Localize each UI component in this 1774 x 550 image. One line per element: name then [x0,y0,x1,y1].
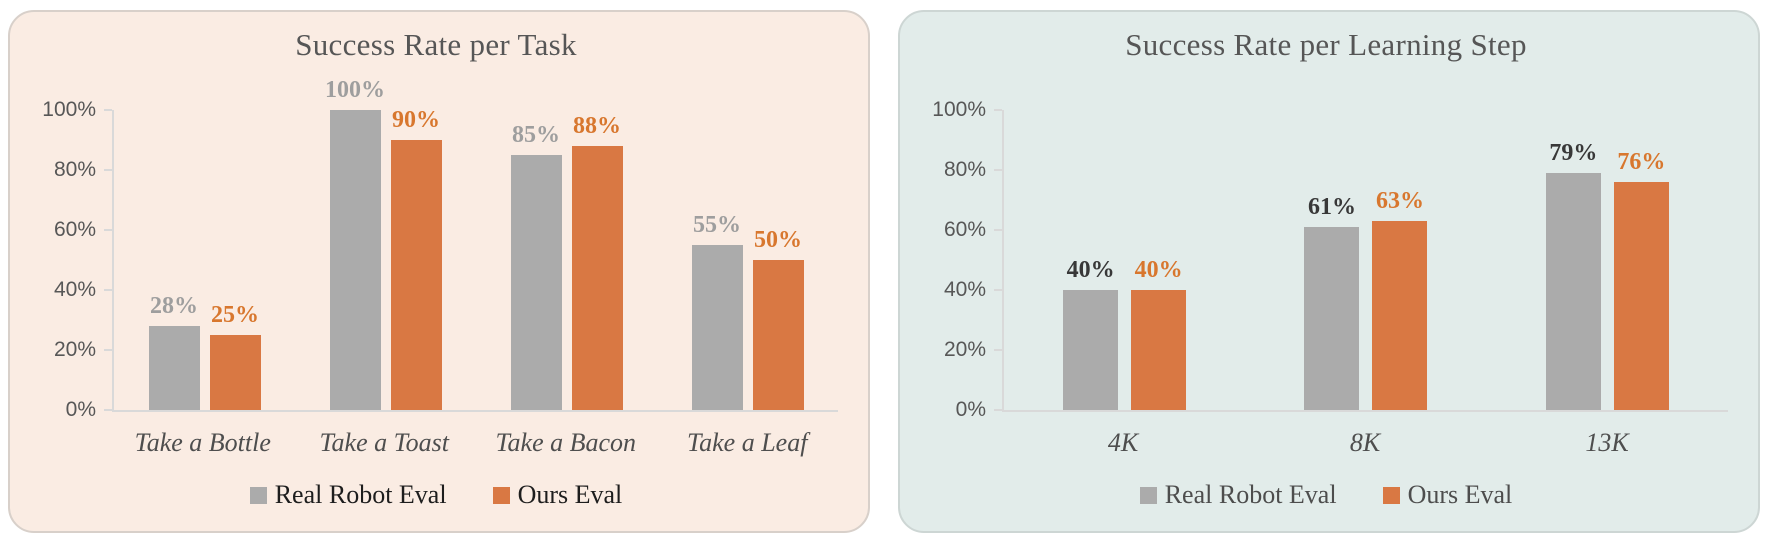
y-tick-mark [104,289,112,291]
y-tick-label: 60% [53,218,96,241]
bar-group: 100% 90% [295,77,476,410]
y-tick-mark [104,229,112,231]
legend-item: Ours Eval [1382,480,1513,510]
bar: 61% [1304,194,1360,410]
bar-group: 79% 76% [1487,110,1728,410]
legend-label: Real Robot Eval [1164,480,1337,509]
x-category-label: Take a Toast [319,428,450,457]
plot-row: 100% 80% 60% 40% 20% 0% 28% 25% 100% 90% 85% 88% 55… [34,77,838,421]
y-tick-mark [994,289,1002,291]
y-axis: 100% 80% 60% 40% 20% 0% [34,98,112,421]
y-tick-mark [104,109,112,111]
bar: 55% [691,212,743,410]
bar: 100% [325,77,385,410]
y-tick-mark [994,229,1002,231]
bar: 85% [510,122,562,410]
legend: Real Robot Eval Ours Eval [924,480,1728,510]
y-tick-mark [994,109,1002,111]
x-axis-labels: 4K 8K 13K [1002,428,1728,458]
bar-value-label: 100% [325,77,385,103]
bar-group: 55% 50% [657,110,838,410]
bar-chart: 100% 80% 60% 40% 20% 0% 40% 40% 61% 63% 79% 76% 4K… [924,98,1728,510]
y-tick-mark [994,409,1002,411]
legend: Real Robot Eval Ours Eval [34,480,838,510]
chart-panel-success-rate-per-learning-step: Success Rate per Learning Step 100% 80% 60… [898,10,1760,533]
legend-label: Ours Eval [1407,480,1513,509]
y-tick-label: 0% [65,398,96,421]
x-category-label: 8K [1349,428,1381,457]
bar-value-label: 61% [1307,194,1356,220]
bar: 50% [752,227,804,410]
bar: 63% [1372,188,1428,410]
bar-value-label: 28% [150,293,198,319]
plot-area: 40% 40% 61% 63% 79% 76% [994,109,1728,412]
bar-value-label: 25% [211,302,259,328]
bar: 40% [1131,257,1187,410]
bar: 40% [1063,257,1119,410]
y-tick-mark [104,409,112,411]
y-tick-label: 0% [955,398,986,421]
y-tick-mark [104,349,112,351]
legend-label: Real Robot Eval [274,480,447,509]
legend-item: Ours Eval [492,480,623,510]
y-tick-mark [994,349,1002,351]
x-category-label: Take a Leaf [687,428,808,457]
x-category-label: 13K [1585,428,1629,457]
x-category-label: 4K [1107,428,1139,457]
bar-value-label: 40% [1134,257,1183,283]
bar: 28% [148,293,200,410]
y-tick-label: 80% [943,158,986,181]
x-axis-labels: Take a Bottle Take a Toast Take a Bacon Tak… [112,428,838,458]
bar: 76% [1613,149,1669,410]
y-tick-label: 40% [53,278,96,301]
y-tick-label: 60% [943,218,986,241]
bar: 90% [390,107,442,410]
legend-swatch [1382,486,1400,504]
chart-title: Success Rate per Learning Step [1125,27,1527,62]
bar-group: 28% 25% [114,110,295,410]
legend-item: Real Robot Eval [1139,480,1337,510]
legend-item: Real Robot Eval [249,480,447,510]
x-category-label: Take a Bacon [495,428,637,457]
plot-area: 28% 25% 100% 90% 85% 88% 55% 50% [104,77,838,412]
bar-group: 85% 88% [476,110,657,410]
bar-value-label: 85% [512,122,560,148]
x-category-label: Take a Bottle [134,428,271,457]
bar-value-label: 79% [1549,140,1598,166]
bar: 25% [209,302,261,410]
y-tick-label: 80% [53,158,96,181]
bar-value-label: 55% [693,212,741,238]
y-tick-label: 20% [943,338,986,361]
chart-panel-success-rate-per-task: Success Rate per Task 100% 80% 60% 40% 20% 0%… [8,10,870,533]
y-axis: 100% 80% 60% 40% 20% 0% [924,98,1002,421]
bar-value-label: 63% [1375,188,1424,214]
legend-label: Ours Eval [517,480,623,509]
legend-swatch [249,486,267,504]
bar-group: 61% 63% [1245,110,1486,410]
y-tick-mark [994,169,1002,171]
y-tick-label: 100% [932,98,986,121]
bar-value-label: 50% [754,227,802,253]
bar: 88% [571,113,623,410]
bar-value-label: 76% [1617,149,1666,175]
legend-swatch [492,486,510,504]
y-tick-label: 20% [53,338,96,361]
plot-row: 100% 80% 60% 40% 20% 0% 40% 40% 61% 63% 79% 76% [924,98,1728,421]
legend-swatch [1139,486,1157,504]
bar-group: 40% 40% [1004,110,1245,410]
chart-title: Success Rate per Task [295,27,577,62]
bar-chart: 100% 80% 60% 40% 20% 0% 28% 25% 100% 90% 85% 88% 55… [34,77,838,510]
bar-value-label: 90% [392,107,440,133]
bar-value-label: 40% [1066,257,1115,283]
bar-value-label: 88% [573,113,621,139]
y-tick-mark [104,169,112,171]
bar: 79% [1545,140,1601,410]
y-tick-label: 100% [42,98,96,121]
y-tick-label: 40% [943,278,986,301]
